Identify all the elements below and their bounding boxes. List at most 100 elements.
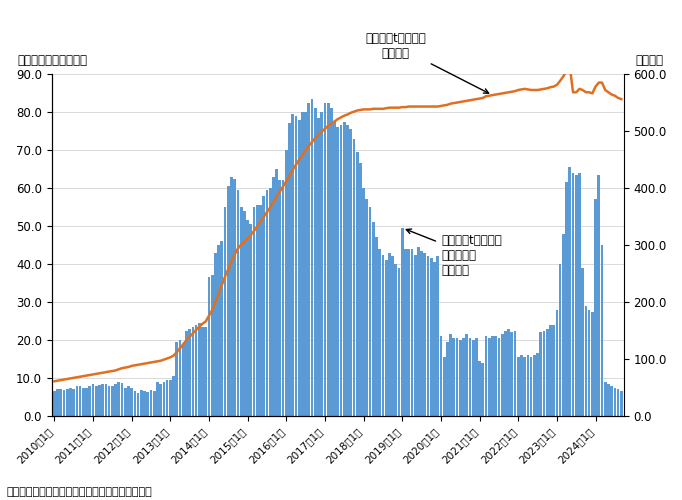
Bar: [147, 392, 149, 416]
Bar: [185, 330, 188, 416]
Bar: [169, 380, 172, 416]
Bar: [533, 355, 536, 416]
Bar: [462, 338, 465, 416]
Bar: [78, 386, 81, 416]
Bar: [420, 250, 423, 416]
Bar: [379, 249, 381, 416]
Bar: [372, 222, 374, 416]
Bar: [520, 355, 523, 416]
Bar: [575, 174, 578, 416]
Bar: [485, 336, 488, 416]
Bar: [394, 264, 397, 416]
Bar: [323, 102, 326, 416]
Bar: [265, 190, 268, 416]
Bar: [304, 112, 307, 416]
Bar: [440, 336, 443, 416]
Bar: [269, 188, 271, 416]
Bar: [130, 388, 133, 416]
Bar: [617, 390, 619, 416]
Bar: [443, 357, 445, 416]
Bar: [149, 390, 152, 416]
Bar: [195, 325, 198, 416]
Bar: [507, 328, 510, 416]
Bar: [588, 310, 591, 416]
Bar: [446, 342, 449, 416]
Bar: [124, 388, 127, 416]
Bar: [336, 127, 339, 416]
Bar: [69, 388, 72, 416]
Bar: [102, 384, 104, 416]
Bar: [127, 386, 130, 416]
Bar: [417, 247, 419, 416]
Bar: [407, 249, 410, 416]
Bar: [301, 112, 303, 416]
Bar: [240, 207, 243, 416]
Bar: [198, 323, 201, 416]
Bar: [391, 256, 394, 416]
Bar: [584, 306, 587, 416]
Bar: [246, 220, 249, 416]
Bar: [594, 200, 597, 416]
Bar: [456, 338, 458, 416]
Bar: [192, 326, 194, 416]
Bar: [481, 363, 484, 416]
Bar: [504, 330, 507, 416]
Bar: [91, 384, 94, 416]
Text: （兆円）: （兆円）: [636, 54, 664, 67]
Bar: [53, 392, 56, 416]
Bar: [76, 386, 78, 416]
Bar: [359, 164, 361, 416]
Bar: [218, 245, 220, 416]
Bar: [353, 138, 355, 416]
Bar: [263, 196, 265, 416]
Bar: [85, 388, 88, 416]
Bar: [104, 384, 107, 416]
Text: 長期国巫t保有残高
（右軸）: 長期国巫t保有残高 （右軸）: [366, 32, 488, 93]
Bar: [601, 245, 604, 416]
Bar: [568, 167, 571, 416]
Bar: [501, 334, 503, 416]
Bar: [488, 338, 490, 416]
Text: （前年同月差、兆円）: （前年同月差、兆円）: [18, 54, 87, 67]
Bar: [565, 182, 568, 416]
Bar: [597, 174, 600, 416]
Bar: [343, 122, 346, 416]
Bar: [385, 260, 387, 416]
Bar: [59, 388, 62, 416]
Bar: [517, 357, 520, 416]
Bar: [465, 334, 468, 416]
Bar: [530, 357, 533, 416]
Bar: [349, 129, 352, 416]
Bar: [333, 122, 336, 416]
Bar: [430, 258, 432, 416]
Text: 長期国巫t保有残高
前年同月差
（左軸）: 長期国巫t保有残高 前年同月差 （左軸）: [406, 229, 502, 276]
Bar: [578, 173, 581, 416]
Bar: [156, 382, 159, 416]
Bar: [282, 180, 284, 416]
Bar: [253, 207, 256, 416]
Bar: [278, 180, 281, 416]
Bar: [134, 392, 136, 416]
Bar: [346, 126, 349, 416]
Bar: [449, 334, 452, 416]
Bar: [362, 188, 365, 416]
Bar: [469, 338, 471, 416]
Bar: [201, 326, 204, 416]
Bar: [317, 118, 320, 416]
Bar: [295, 116, 297, 416]
Bar: [536, 354, 539, 416]
Bar: [298, 120, 301, 416]
Bar: [614, 388, 617, 416]
Bar: [140, 390, 143, 416]
Bar: [427, 256, 430, 416]
Bar: [117, 382, 120, 416]
Bar: [546, 328, 548, 416]
Bar: [66, 390, 69, 416]
Bar: [491, 336, 494, 416]
Bar: [539, 332, 542, 416]
Bar: [95, 386, 98, 416]
Bar: [381, 254, 385, 416]
Bar: [285, 150, 288, 416]
Bar: [243, 211, 246, 416]
Bar: [549, 325, 552, 416]
